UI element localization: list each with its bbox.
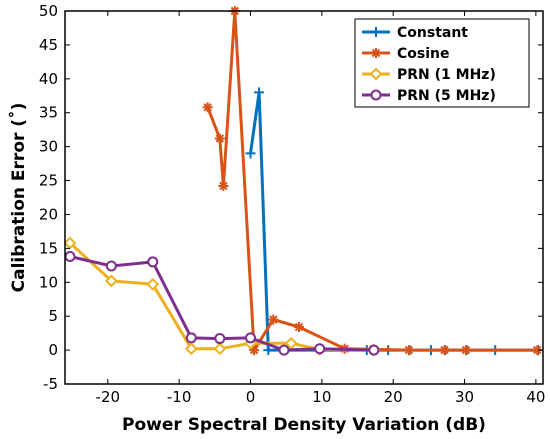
data-point <box>268 314 279 325</box>
data-point <box>314 343 326 355</box>
y-tick-label: 10 <box>39 273 58 291</box>
legend-box <box>354 18 530 108</box>
legend-marker <box>371 27 381 37</box>
legend: Constant Cosine PRN (1 MHz) PRN (5 MHz) <box>354 18 530 108</box>
data-point <box>214 333 226 345</box>
x-tick-label: 40 <box>526 388 545 406</box>
legend-item: Cosine <box>362 46 450 62</box>
data-point <box>460 345 471 356</box>
legend-label: PRN (5 MHz) <box>397 88 496 104</box>
data-point <box>64 251 76 263</box>
data-point <box>147 256 159 268</box>
data-point <box>403 345 414 356</box>
y-tick-label: 20 <box>39 205 58 223</box>
data-point <box>104 274 118 288</box>
y-tick-label: 25 <box>39 172 58 190</box>
legend-item: Constant <box>362 25 468 41</box>
x-tick-label: 10 <box>312 388 331 406</box>
legend-marker <box>371 48 381 58</box>
y-tick-label: 40 <box>39 70 58 88</box>
y-tick-label: 45 <box>39 36 58 54</box>
data-point <box>244 332 256 344</box>
data-point <box>439 345 450 356</box>
data-point <box>202 102 213 113</box>
x-tick-label: 20 <box>384 388 403 406</box>
data-point <box>532 345 543 356</box>
y-tick-label: 30 <box>39 138 58 156</box>
data-point <box>218 180 229 191</box>
series-3 <box>64 251 380 356</box>
data-point <box>185 332 197 344</box>
data-point <box>245 148 256 159</box>
y-tick-label: -5 <box>43 375 58 393</box>
legend-marker <box>369 67 383 81</box>
data-point <box>278 344 290 356</box>
data-point <box>105 260 117 272</box>
data-point <box>184 342 198 356</box>
ticks-layer: -20 -10 0 10 20 30 40 -5 0 5 10 15 20 25 30 35 40 45 50 <box>39 2 546 406</box>
data-point <box>146 277 160 291</box>
legend-label: Constant <box>397 25 468 41</box>
plot-frame <box>64 10 544 385</box>
y-tick-label: 5 <box>48 307 58 325</box>
data-point <box>213 342 227 356</box>
data-point <box>249 345 260 356</box>
y-tick-label: 50 <box>39 2 58 20</box>
y-tick-label: 35 <box>39 104 58 122</box>
data-point <box>284 336 298 350</box>
x-tick-label: -10 <box>167 388 192 406</box>
data-point <box>368 344 380 356</box>
x-tick-label: 30 <box>455 388 474 406</box>
y-tick-label: 15 <box>39 239 58 257</box>
data-point <box>254 87 265 98</box>
x-tick-label: -20 <box>96 388 121 406</box>
y-tick-label: 0 <box>48 341 58 359</box>
data-point <box>294 322 305 333</box>
x-tick-label: 0 <box>246 388 256 406</box>
y-axis-title: Calibration Error (˚) <box>7 103 29 293</box>
legend-item: PRN (1 MHz) <box>362 67 496 83</box>
x-axis-title: Power Spectral Density Variation (dB) <box>122 415 486 435</box>
data-point <box>214 133 225 144</box>
legend-marker <box>370 89 382 101</box>
legend-label: PRN (1 MHz) <box>397 67 496 83</box>
series-layer <box>63 6 544 357</box>
data-point <box>263 345 274 356</box>
legend-item: PRN (5 MHz) <box>362 88 496 104</box>
legend-label: Cosine <box>397 46 450 62</box>
